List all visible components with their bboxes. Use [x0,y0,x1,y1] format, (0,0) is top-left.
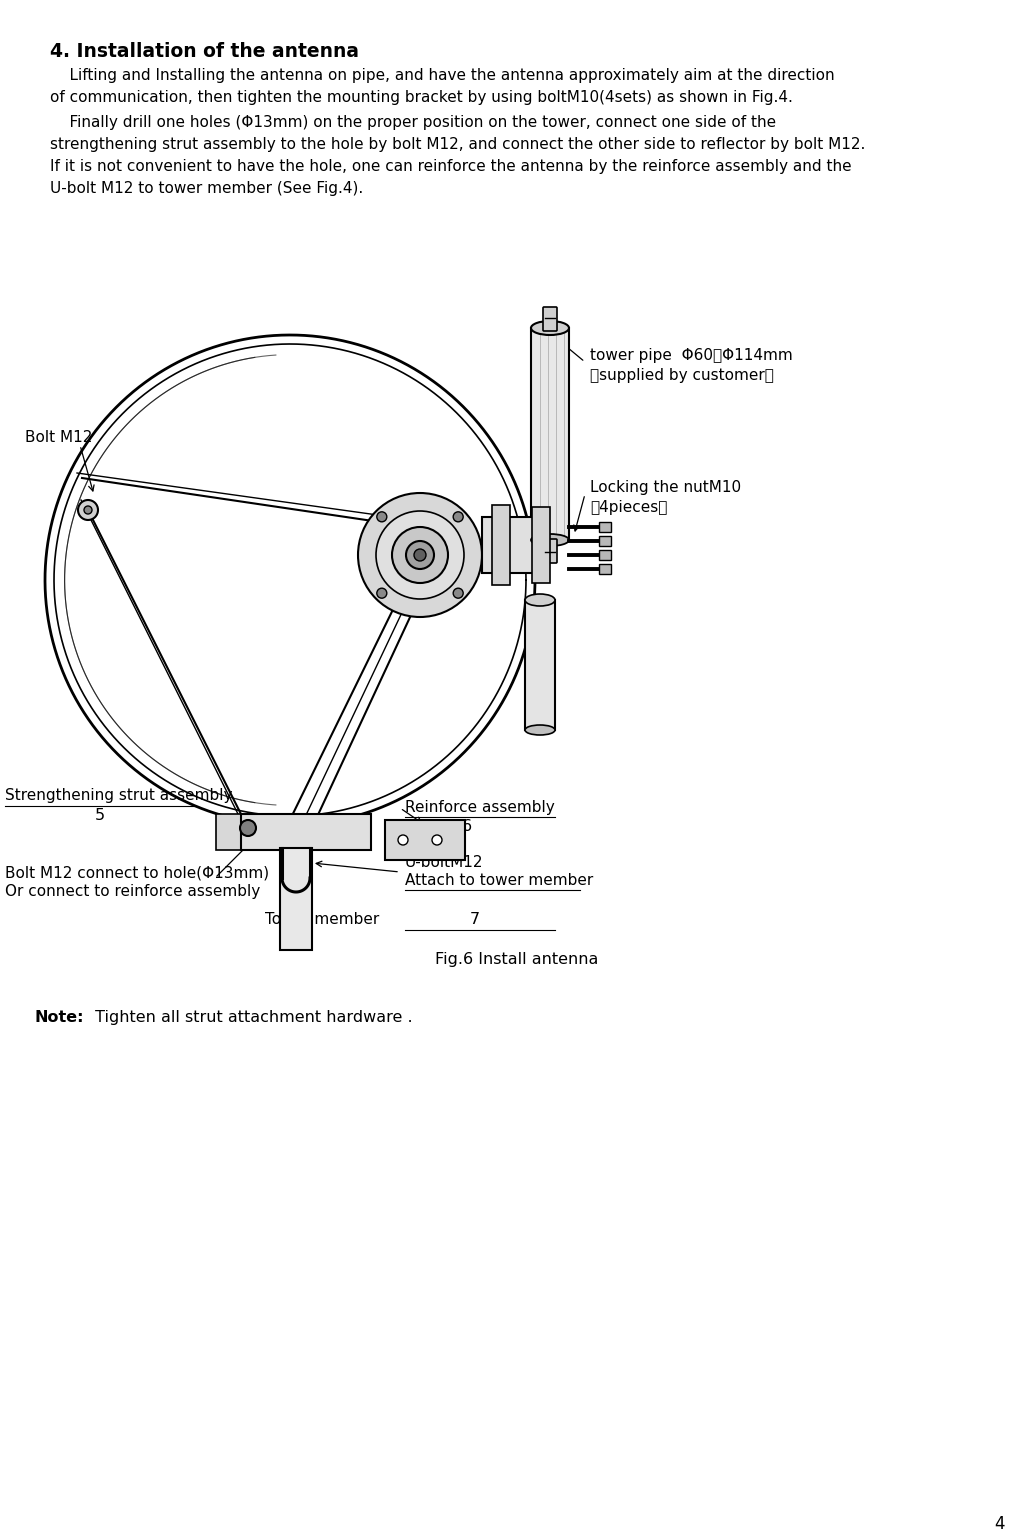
Circle shape [392,526,448,583]
Text: Fig.6 Install antenna: Fig.6 Install antenna [435,952,599,967]
Text: Tighten all strut attachment hardware .: Tighten all strut attachment hardware . [90,1010,413,1025]
Text: Note:: Note: [35,1010,85,1025]
Ellipse shape [525,725,555,734]
FancyBboxPatch shape [543,539,557,563]
Circle shape [398,835,408,845]
Circle shape [358,493,482,617]
Circle shape [84,506,92,514]
Circle shape [376,511,464,600]
Text: 6: 6 [462,819,473,834]
Text: （supplied by customer）: （supplied by customer） [590,369,773,382]
Circle shape [414,549,426,562]
Bar [385,820,465,860]
Bar [533,506,550,583]
Circle shape [406,542,434,569]
Bar [599,536,611,546]
Circle shape [240,820,256,835]
Circle shape [376,513,387,522]
Bar [531,327,569,540]
Circle shape [78,500,98,520]
Circle shape [432,835,442,845]
Text: Lifting and Installing the antenna on pipe, and have the antenna approximately a: Lifting and Installing the antenna on pi… [50,67,834,83]
Circle shape [376,588,387,598]
Bar [241,814,371,851]
Ellipse shape [531,534,569,546]
Bar [525,600,555,730]
Text: Tower member: Tower member [265,912,379,927]
Text: 4. Installation of the antenna: 4. Installation of the antenna [50,41,359,61]
Text: Strengthening strut assembly: Strengthening strut assembly [5,788,233,803]
Circle shape [453,588,463,598]
Bar [599,565,611,574]
Text: If it is not convenient to have the hole, one can reinforce the antenna by the r: If it is not convenient to have the hole… [50,159,852,174]
Text: Finally drill one holes (Φ13mm) on the proper position on the tower, connect one: Finally drill one holes (Φ13mm) on the p… [50,115,777,130]
Text: U-boltM12: U-boltM12 [405,855,484,871]
Text: 5: 5 [95,808,105,823]
Bar [492,505,510,584]
Text: Bolt M12: Bolt M12 [25,430,92,445]
Text: Reinforce assembly: Reinforce assembly [405,800,555,815]
Bar [599,522,611,532]
Ellipse shape [531,321,569,335]
Text: Or connect to reinforce assembly: Or connect to reinforce assembly [5,884,261,900]
Polygon shape [216,814,241,851]
Text: Attach to tower member: Attach to tower member [405,874,594,887]
Text: U-bolt M12 to tower member (See Fig.4).: U-bolt M12 to tower member (See Fig.4). [50,181,363,196]
Text: Bolt M12 connect to hole(Φ13mm): Bolt M12 connect to hole(Φ13mm) [5,864,269,880]
Text: Locking the nutM10: Locking the nutM10 [590,480,741,496]
Text: tower pipe  Φ60～Φ114mm: tower pipe Φ60～Φ114mm [590,347,793,363]
Text: 7: 7 [469,912,480,927]
Circle shape [453,513,463,522]
Text: strengthening strut assembly to the hole by bolt M12, and connect the other side: strengthening strut assembly to the hole… [50,138,865,151]
Ellipse shape [525,594,555,606]
Bar [280,848,312,950]
FancyBboxPatch shape [543,308,557,330]
Bar [482,517,536,574]
Bar [599,549,611,560]
Text: of communication, then tighten the mounting bracket by using boltM10(4sets) as s: of communication, then tighten the mount… [50,90,793,106]
Text: （4pieces）: （4pieces） [590,500,667,516]
Text: 4: 4 [995,1515,1005,1530]
